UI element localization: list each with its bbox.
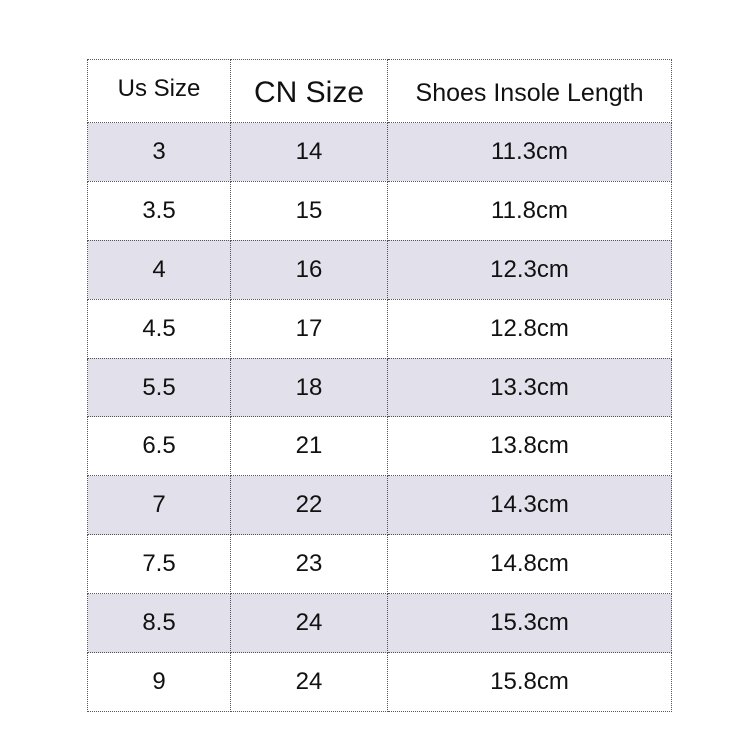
cell-cn-size: 22	[230, 475, 388, 536]
cell-insole-length: 11.3cm	[387, 122, 672, 182]
cell-insole-length: 14.3cm	[387, 475, 672, 536]
cell-cn-size: 24	[230, 593, 388, 654]
table-row: 3 14 11.3cm	[87, 122, 672, 182]
cell-cn-size: 15	[230, 180, 388, 241]
cell-insole-length: 12.3cm	[387, 239, 672, 300]
header-us-size: Us Size	[87, 59, 231, 123]
cell-us-size: 5.5	[87, 357, 231, 418]
cell-cn-size: 18	[230, 357, 388, 418]
table-row: 5.5 18 13.3cm	[87, 357, 672, 418]
table-row: 6.5 21 13.8cm	[87, 416, 672, 477]
cell-insole-length: 12.8cm	[387, 298, 672, 359]
cell-us-size: 9	[87, 652, 231, 712]
cell-insole-length: 13.8cm	[387, 416, 672, 477]
table-row: 4.5 17 12.8cm	[87, 298, 672, 359]
header-row: Us Size CN Size Shoes Insole Length	[87, 59, 672, 123]
cell-insole-length: 11.8cm	[387, 180, 672, 241]
cell-insole-length: 13.3cm	[387, 357, 672, 418]
cell-insole-length: 15.3cm	[387, 593, 672, 654]
cell-us-size: 6.5	[87, 416, 231, 477]
cell-cn-size: 21	[230, 416, 388, 477]
header-insole-length: Shoes Insole Length	[387, 59, 672, 123]
table-row: 8.5 24 15.3cm	[87, 593, 672, 654]
cell-cn-size: 16	[230, 239, 388, 300]
cell-us-size: 3	[87, 122, 231, 182]
size-chart-table: Us Size CN Size Shoes Insole Length 3 14 1…	[87, 59, 672, 712]
cell-us-size: 4	[87, 239, 231, 300]
cell-cn-size: 24	[230, 652, 388, 712]
cell-cn-size: 14	[230, 122, 388, 182]
cell-us-size: 7.5	[87, 534, 231, 595]
cell-cn-size: 23	[230, 534, 388, 595]
cell-us-size: 8.5	[87, 593, 231, 654]
cell-insole-length: 14.8cm	[387, 534, 672, 595]
header-cn-size: CN Size	[230, 59, 388, 123]
table-row: 7 22 14.3cm	[87, 475, 672, 536]
cell-us-size: 7	[87, 475, 231, 536]
cell-cn-size: 17	[230, 298, 388, 359]
cell-us-size: 4.5	[87, 298, 231, 359]
cell-insole-length: 15.8cm	[387, 652, 672, 712]
table-row: 3.5 15 11.8cm	[87, 180, 672, 241]
cell-us-size: 3.5	[87, 180, 231, 241]
table-row: 7.5 23 14.8cm	[87, 534, 672, 595]
table-row: 4 16 12.3cm	[87, 239, 672, 300]
table-row: 9 24 15.8cm	[87, 652, 672, 712]
